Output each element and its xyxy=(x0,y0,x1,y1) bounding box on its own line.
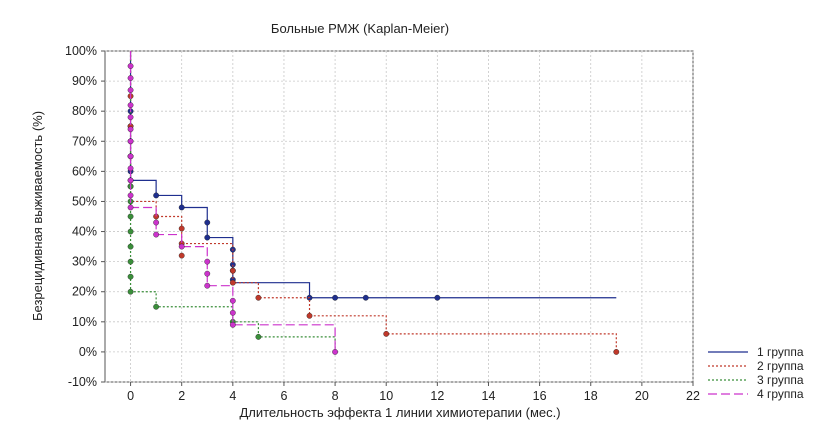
censor-point xyxy=(127,75,134,81)
censor-point xyxy=(255,333,262,340)
y-tick-label: 70% xyxy=(72,134,97,148)
series-line xyxy=(129,51,617,299)
legend-label: 1 группа xyxy=(757,345,804,359)
censor-point xyxy=(127,273,134,280)
x-tick-label: 0 xyxy=(127,389,134,403)
y-tick-label: 40% xyxy=(72,225,97,239)
y-tick-label: 0% xyxy=(79,345,97,359)
censor-point xyxy=(127,114,134,121)
censor-point xyxy=(204,219,211,226)
series-line xyxy=(129,51,336,352)
censor-point xyxy=(383,330,390,337)
censor-point xyxy=(127,258,134,265)
x-tick-label: 18 xyxy=(584,389,598,403)
x-tick-label: 14 xyxy=(482,389,496,403)
legend-label: 4 группа xyxy=(757,387,804,401)
censor-point xyxy=(127,177,134,184)
censor-point xyxy=(178,252,185,259)
censor-point xyxy=(153,303,160,310)
censor-point xyxy=(127,228,134,235)
censor-point xyxy=(255,294,262,301)
censor-point xyxy=(127,102,134,109)
x-tick-label: 10 xyxy=(379,389,393,403)
y-tick-label: 80% xyxy=(72,104,97,118)
x-tick-label: 4 xyxy=(229,389,236,403)
y-tick-label: 100% xyxy=(65,44,97,58)
censor-point xyxy=(127,63,134,69)
censor-point xyxy=(127,204,134,211)
y-tick-label: -10% xyxy=(68,375,97,389)
censor-point xyxy=(229,321,236,328)
x-tick-label: 8 xyxy=(332,389,339,403)
chart-title: Больные РМЖ (Kaplan-Meier) xyxy=(271,21,449,36)
x-tick-label: 20 xyxy=(635,389,649,403)
censor-point xyxy=(229,297,236,304)
y-tick-label: 30% xyxy=(72,255,97,269)
x-tick-label: 16 xyxy=(533,389,547,403)
censor-point xyxy=(178,225,185,232)
series-line xyxy=(129,51,617,352)
y-tick-label: 90% xyxy=(72,74,97,88)
censor-point xyxy=(332,294,338,301)
censor-point xyxy=(153,219,160,226)
censor-point xyxy=(127,288,134,295)
censor-point xyxy=(127,165,134,172)
series-layer xyxy=(127,51,620,355)
y-tick-label: 20% xyxy=(72,285,97,299)
censor-point xyxy=(204,270,211,277)
legend-label: 3 группа xyxy=(757,373,804,387)
censor-point xyxy=(127,213,134,220)
censor-point xyxy=(127,153,134,160)
series-4 xyxy=(127,51,338,355)
censor-point xyxy=(204,258,211,265)
censor-point xyxy=(178,204,185,211)
censor-point xyxy=(434,294,441,301)
y-tick-label: 10% xyxy=(72,315,97,329)
censor-point xyxy=(204,282,211,289)
x-tick-label: 6 xyxy=(280,389,287,403)
censor-point xyxy=(204,234,211,241)
plot-area xyxy=(104,50,694,383)
censor-point xyxy=(362,294,369,301)
x-axis-ticks: 0 2 4 6 8 10 12 14 16 18 20 22 xyxy=(127,382,700,403)
x-tick-label: 22 xyxy=(686,389,700,403)
grid-layer xyxy=(105,50,694,383)
censor-point xyxy=(127,87,134,94)
censor-point xyxy=(178,243,185,250)
censor-point xyxy=(229,267,236,274)
censor-point xyxy=(229,279,236,286)
censor-point xyxy=(127,192,134,199)
y-tick-label: 50% xyxy=(72,194,97,208)
y-axis-title: Безрецидивная выживаемость (%) xyxy=(30,111,45,321)
censor-point xyxy=(229,309,236,316)
x-tick-label: 2 xyxy=(178,389,185,403)
y-axis-ticks: -10% 0% 10% 20% 30% 40% 50% 60% 70% 80% 90% 100% xyxy=(65,44,105,389)
legend-label: 2 группа xyxy=(757,359,804,373)
censor-point xyxy=(127,126,134,133)
y-tick-label: 60% xyxy=(72,164,97,178)
x-tick-label: 12 xyxy=(430,389,444,403)
censor-point xyxy=(153,231,160,238)
censor-point xyxy=(332,349,338,355)
x-axis-title: Длительность эффекта 1 линии химиотерапи… xyxy=(239,405,560,420)
censor-point xyxy=(127,138,134,145)
censor-point xyxy=(613,349,620,355)
censor-point xyxy=(306,312,313,319)
censor-point xyxy=(127,243,134,250)
censor-point xyxy=(153,192,160,199)
